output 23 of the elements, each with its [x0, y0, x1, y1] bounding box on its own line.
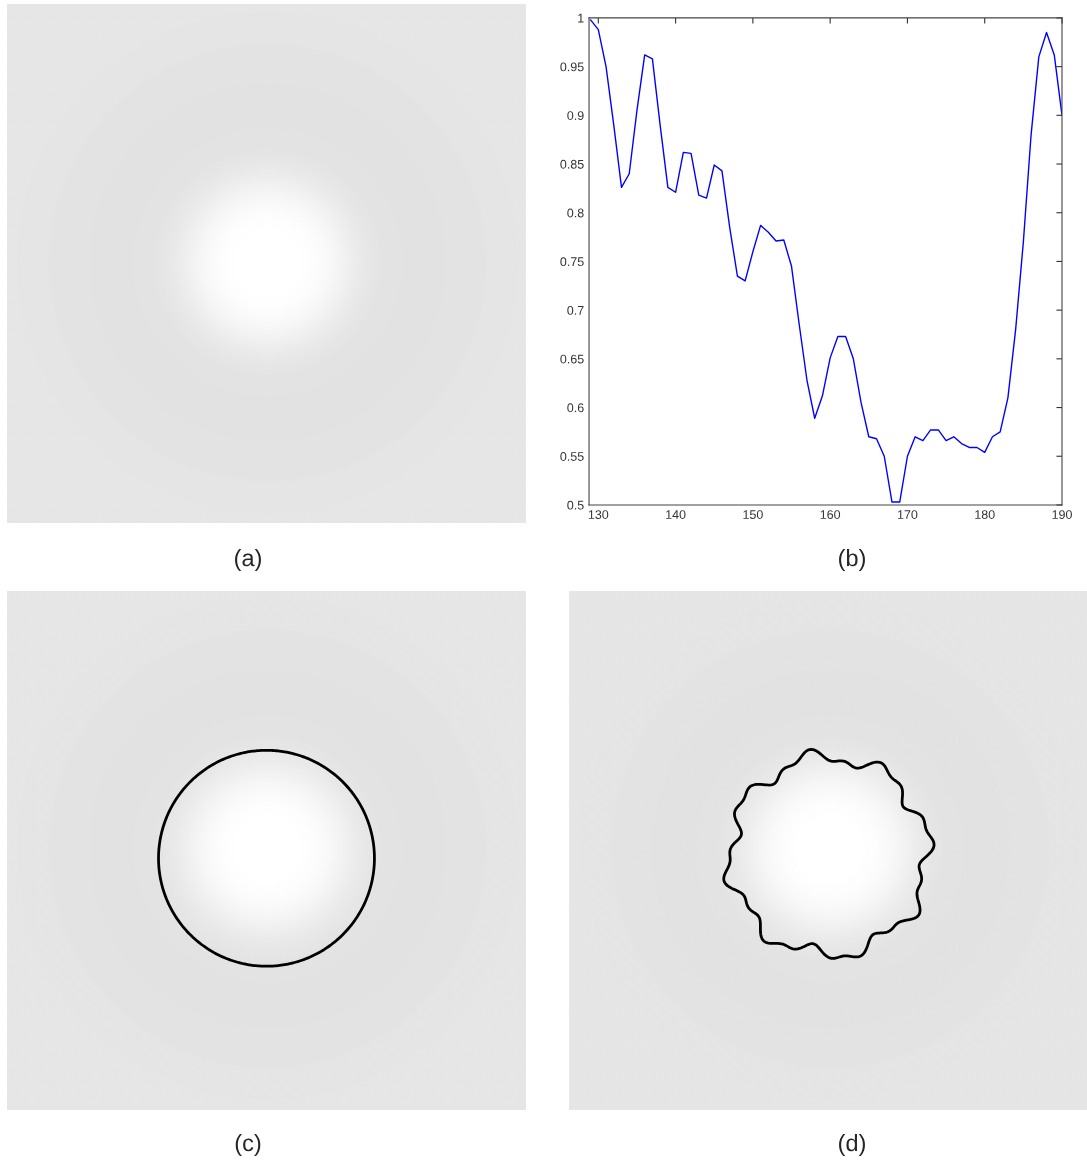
text: (a)	[235, 548, 261, 571]
y-tick-label: 0.8	[567, 208, 584, 218]
y-tick-label: 0.95	[560, 62, 584, 72]
x-tick-label: 180	[975, 510, 995, 519]
text: (d)	[839, 1133, 865, 1156]
y-tick-label: 0.7	[567, 305, 584, 315]
y-tick-label: 0.65	[560, 354, 584, 364]
x-tick-label: 150	[743, 510, 763, 519]
y-tick-label: 0.6	[567, 403, 584, 413]
text: (b)	[839, 548, 865, 571]
y-tick-label: 0.9	[567, 111, 584, 120]
y-tick-label: 1	[578, 13, 584, 23]
y-tick-label: 0.75	[560, 257, 584, 267]
line-series	[589, 19, 1062, 503]
y-tick-label: 0.85	[560, 159, 584, 169]
x-tick-label: 130	[588, 510, 609, 519]
x-tick-label: 170	[897, 510, 918, 519]
y-tick-label: 0.5	[567, 500, 584, 510]
x-tick-label: 190	[1052, 510, 1072, 519]
y-tick-label: 0.55	[560, 452, 584, 461]
x-tick-label: 140	[666, 510, 686, 519]
x-tick-label: 160	[820, 510, 841, 519]
text: (c)	[235, 1133, 261, 1156]
